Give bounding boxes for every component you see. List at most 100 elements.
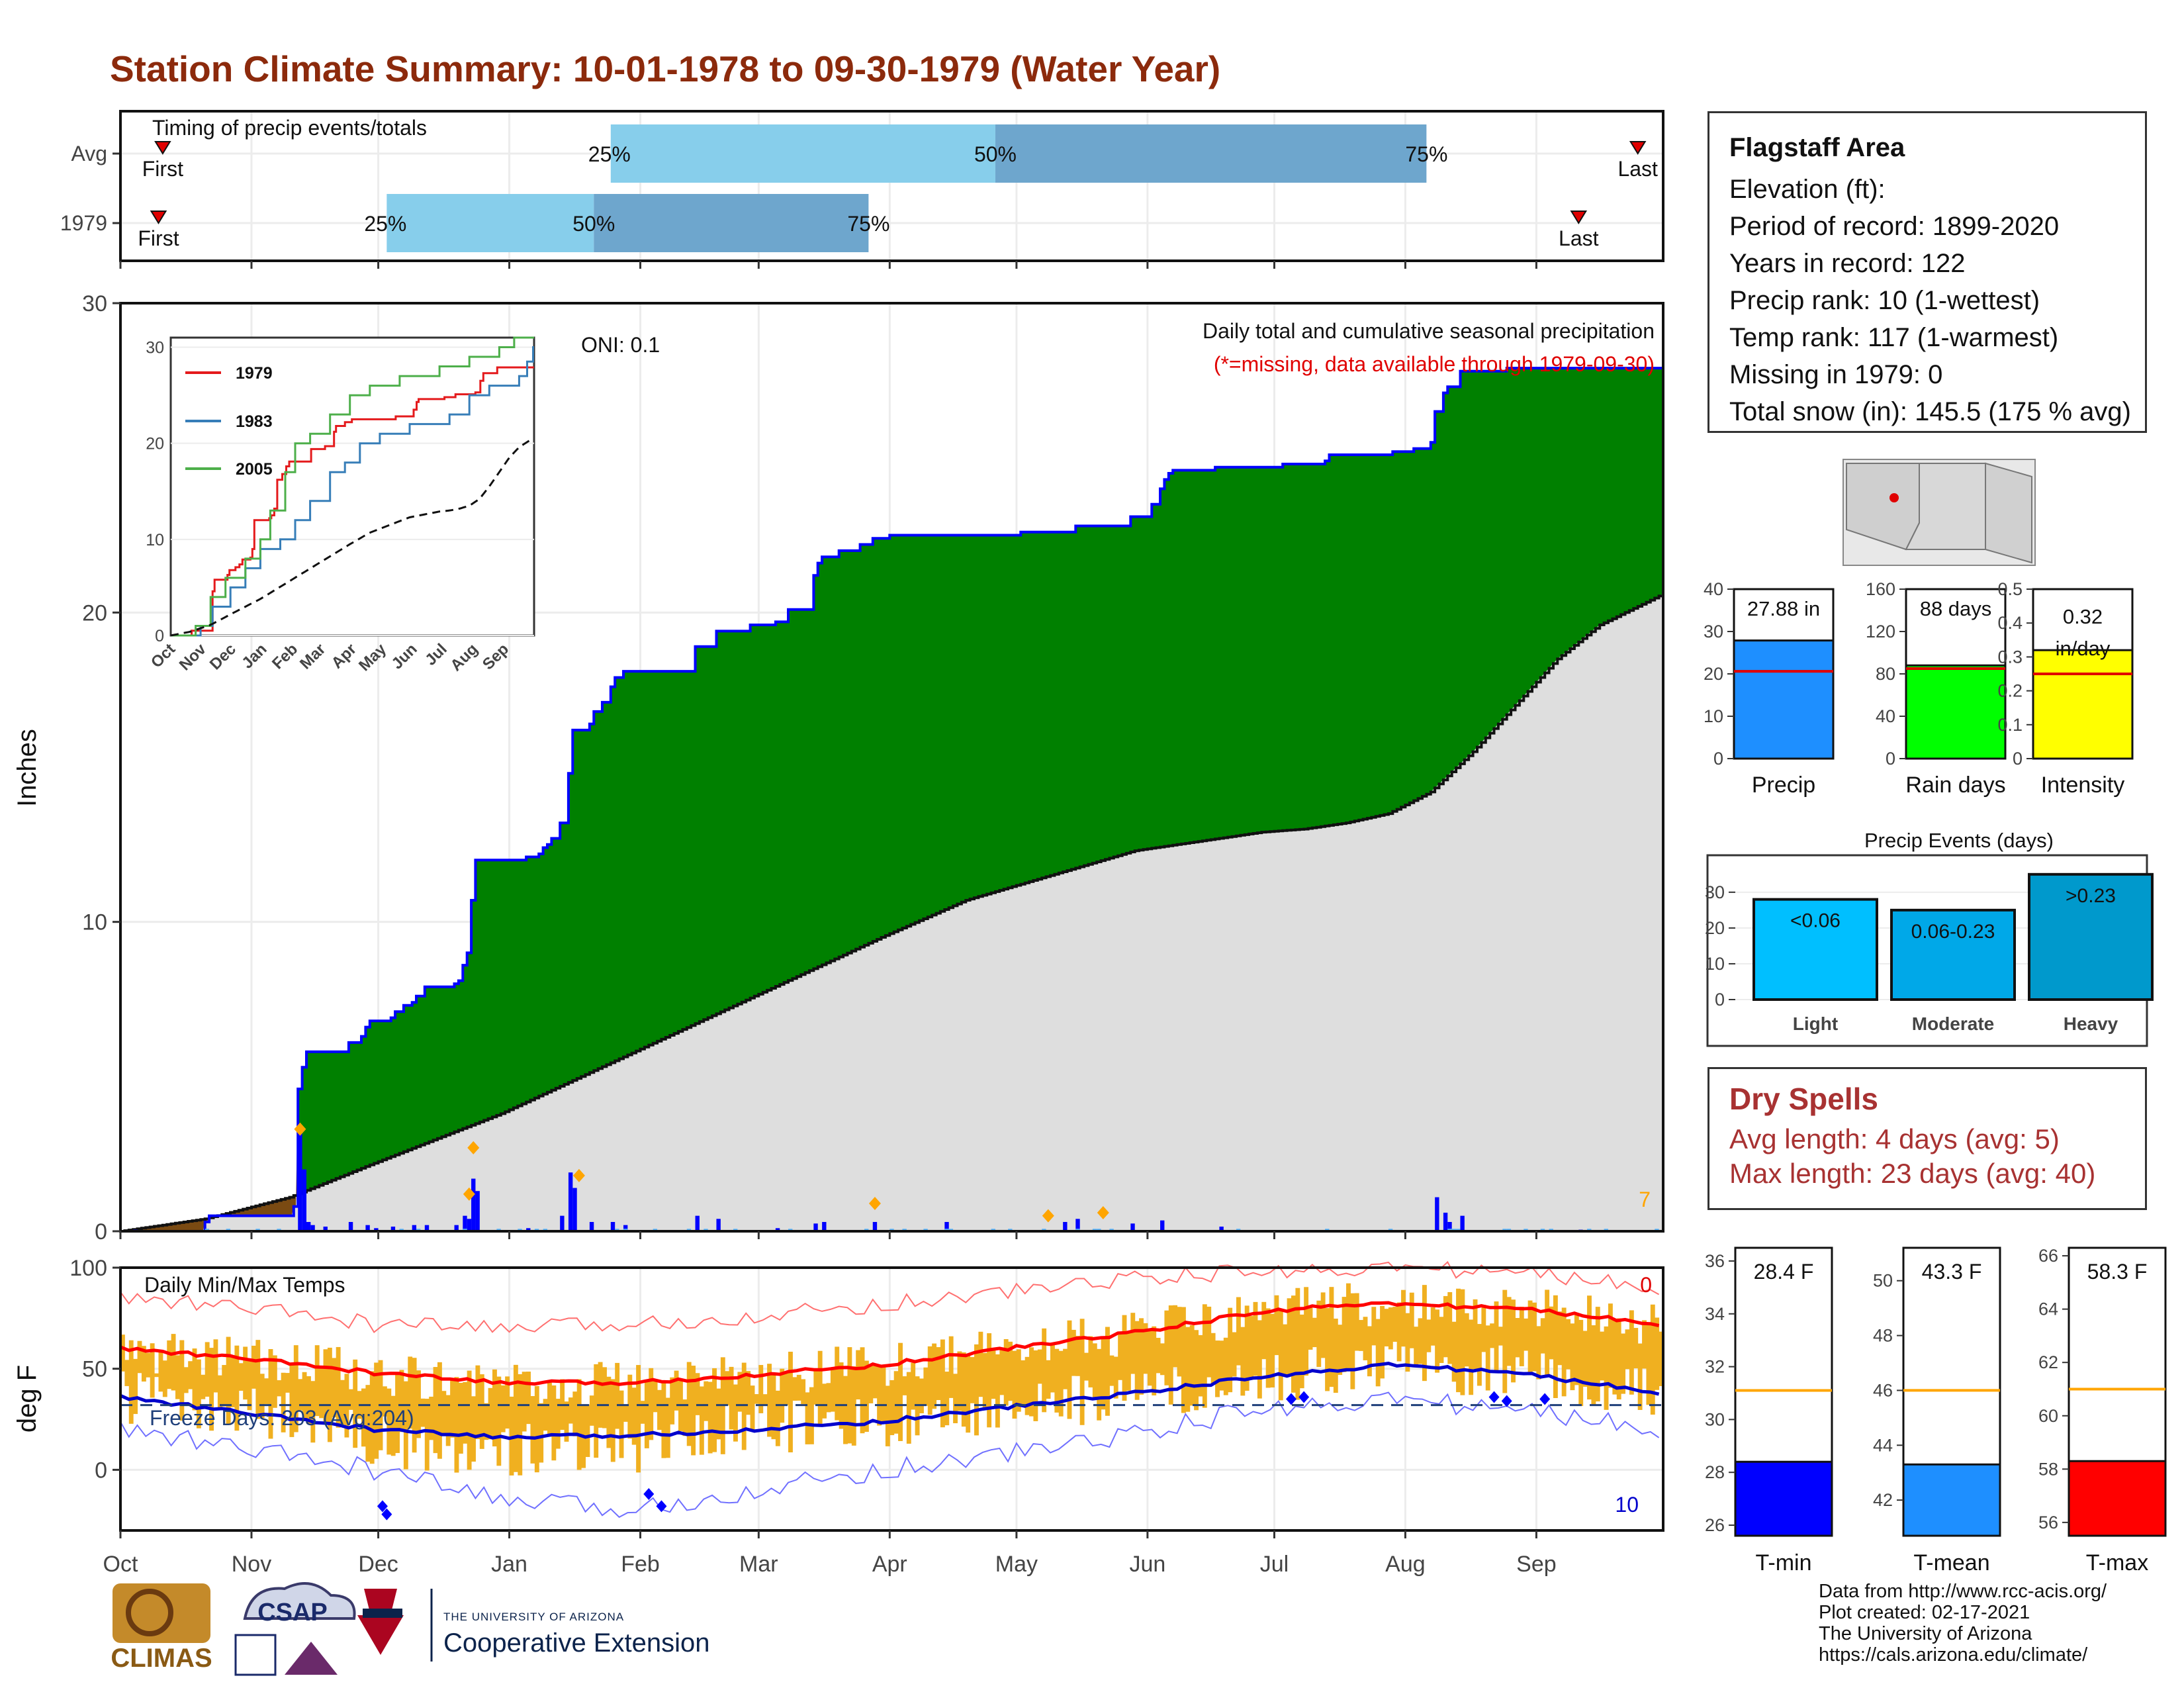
daily-temp-bar	[1042, 1328, 1047, 1413]
daily-temp-bar	[1388, 1307, 1393, 1350]
daily-temp-bar	[217, 1375, 222, 1410]
events-category-label: Moderate	[1912, 1013, 1994, 1034]
dry-spells-box: Dry Spells Avg length: 4 days (avg: 5) M…	[1707, 1067, 2147, 1210]
daily-temp-bar	[179, 1340, 185, 1421]
daily-temp-bar	[1549, 1306, 1554, 1360]
summary-value-label: in/day	[2056, 637, 2111, 660]
daily-temp-bar	[1511, 1299, 1516, 1383]
summary-category-label: Rain days	[1905, 773, 2005, 798]
daily-temp-bar	[196, 1359, 201, 1429]
daily-precip-bar	[374, 1228, 379, 1231]
precip-y-tick-label: 10	[82, 910, 107, 935]
daily-precip-bar	[610, 1221, 615, 1231]
daily-temp-bar	[987, 1333, 992, 1428]
daily-temp-bar	[475, 1365, 480, 1440]
daily-temp-bar	[1244, 1305, 1250, 1391]
daily-temp-bar	[399, 1370, 404, 1432]
daily-temp-bar	[1295, 1288, 1300, 1400]
daily-temp-bar	[1046, 1360, 1051, 1399]
daily-temp-bar	[247, 1361, 252, 1411]
daily-temp-bar	[893, 1371, 899, 1434]
daily-temp-bar	[1371, 1307, 1377, 1346]
daily-temp-bar	[238, 1363, 244, 1391]
daily-temp-bar	[1084, 1352, 1089, 1381]
daily-precip-bar	[302, 1169, 306, 1231]
daily-temp-bar	[1168, 1305, 1173, 1405]
daily-temp-bar	[568, 1397, 573, 1424]
daily-temp-bar	[961, 1352, 966, 1427]
daily-temp-bar	[1147, 1329, 1152, 1386]
daily-temp-bar	[631, 1387, 637, 1445]
daily-temp-bar	[141, 1346, 146, 1382]
daily-temp-bar	[1257, 1320, 1262, 1399]
daily-temp-bar	[847, 1347, 852, 1444]
record-cold-marker	[381, 1508, 392, 1521]
daily-temp-bar	[369, 1371, 375, 1464]
daily-temp-bar	[374, 1362, 379, 1459]
temperature-summary-bars: 26 28 30 32 34 36 28.4 F T-min 42 44 46 48 50 43.3 F T…	[1705, 1246, 2167, 1575]
timing-label-25: 25%	[588, 142, 631, 166]
daily-temp-bar	[970, 1357, 975, 1403]
daily-precip-bar	[454, 1225, 459, 1231]
daily-temp-bar	[1206, 1306, 1212, 1378]
credit-line: The University of Arizona	[1819, 1623, 2032, 1644]
daily-temp-bar	[1363, 1317, 1368, 1360]
daily-temp-bar	[1037, 1349, 1042, 1384]
daily-temp-bar	[1443, 1295, 1448, 1358]
daily-temp-bar	[1582, 1331, 1588, 1387]
map-state-texas	[1985, 462, 2032, 564]
daily-temp-bar	[1210, 1333, 1216, 1383]
daily-temp-bar	[454, 1377, 459, 1473]
daily-precip-bar	[412, 1225, 417, 1231]
daily-temp-bar	[340, 1380, 345, 1425]
daily-temp-bar	[1621, 1333, 1626, 1394]
summary-bar	[1905, 664, 2007, 760]
temp-y-axis-label: deg F	[13, 1365, 42, 1432]
daily-temp-bar	[796, 1374, 801, 1401]
record-cold-marker	[643, 1488, 655, 1501]
events-value-label: >0.23	[2066, 885, 2116, 907]
temp-summary-bar	[1734, 1460, 1833, 1537]
daily-temp-bar	[1088, 1336, 1093, 1387]
daily-temp-bar	[813, 1368, 819, 1405]
daily-temp-bar	[835, 1346, 840, 1421]
daily-temp-bar	[1283, 1324, 1288, 1376]
daily-temp-bar	[264, 1378, 269, 1405]
daily-temp-bar	[302, 1372, 307, 1420]
timing-bar-25-50	[610, 124, 995, 183]
daily-temp-bar	[1536, 1326, 1541, 1380]
average-min-line	[119, 1362, 1660, 1440]
daily-temp-bar	[293, 1345, 298, 1432]
daily-temp-bar	[932, 1343, 937, 1409]
daily-temp-bar	[1430, 1307, 1435, 1346]
daily-temp-bar	[1540, 1318, 1545, 1354]
summary-category-label: Precip	[1752, 773, 1815, 798]
events-y-label: 20	[1705, 918, 1725, 938]
oni-label: ONI: 0.1	[581, 333, 660, 357]
daily-temp-bar	[1067, 1320, 1072, 1419]
daily-temp-bar	[733, 1384, 738, 1442]
summary-y-label: 0.4	[1997, 613, 2023, 633]
timing-bar-50-75	[995, 124, 1427, 183]
daily-temp-bar	[526, 1372, 531, 1425]
daily-temp-bar	[1574, 1315, 1579, 1385]
daily-temp-bar	[1029, 1347, 1034, 1417]
daily-temp-bar	[780, 1368, 785, 1423]
month-label: Apr	[872, 1552, 907, 1577]
daily-temp-bar	[500, 1385, 506, 1432]
daily-temp-bar	[957, 1351, 962, 1411]
daily-temp-bar	[1097, 1348, 1102, 1421]
inset-legend-label: 1979	[236, 364, 273, 383]
summary-y-label: 160	[1866, 579, 1895, 599]
daily-temp-bar	[1384, 1309, 1389, 1346]
daily-temp-bar	[188, 1361, 193, 1389]
month-label: May	[995, 1552, 1038, 1577]
daily-temp-bar	[657, 1389, 662, 1430]
daily-temp-bar	[1566, 1319, 1571, 1370]
daily-precip-bar	[475, 1191, 480, 1231]
daily-temp-bar	[365, 1385, 371, 1462]
daily-temp-bar	[1375, 1319, 1381, 1387]
daily-temp-bar	[298, 1379, 303, 1411]
heavy-event-marker	[467, 1141, 480, 1154]
heavy-event-marker	[294, 1122, 306, 1136]
